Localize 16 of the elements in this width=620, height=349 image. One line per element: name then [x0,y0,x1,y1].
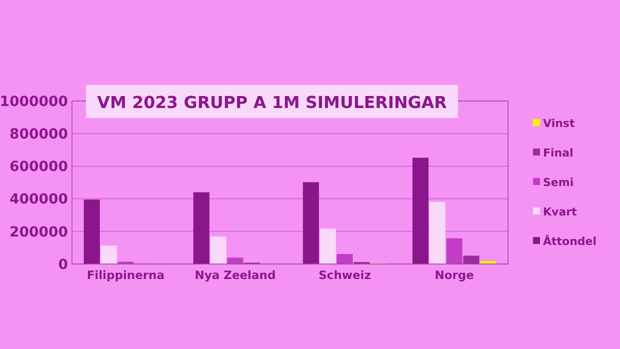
y-tick-label: 0 [58,256,68,273]
x-tick-label: Norge [434,268,474,282]
y-tick-label: 200000 [10,224,68,240]
y-tick-label: 800000 [10,126,68,142]
legend-label: Kvart [543,205,577,218]
legend-label: Åttondel [543,234,597,248]
x-tick-label: Nya Zeeland [194,268,276,282]
y-tick-label: 600000 [10,159,68,176]
chart-title: VM 2023 GRUPP A 1M SIMULERINGAR [97,93,448,112]
y-tick-label: 1000000 [0,94,68,110]
legend-label: Semi [543,176,574,189]
legend-label: Final [543,146,574,160]
x-tick-label: Schweiz [318,268,372,282]
legend-label: Vinst [543,116,575,130]
x-tick-label: Filippinerna [86,268,165,282]
y-tick-label: 400000 [10,192,68,208]
